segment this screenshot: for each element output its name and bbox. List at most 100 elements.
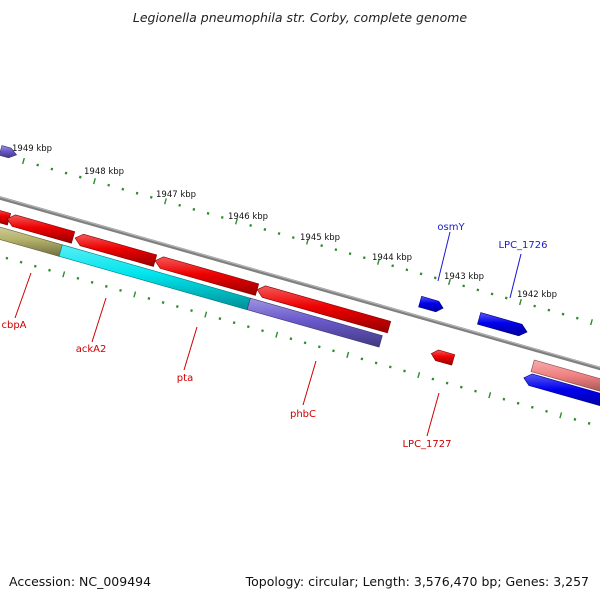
outer-tick [192, 207, 196, 211]
gene-label-g_LPC_1727[interactable]: LPC_1727 [402, 439, 451, 450]
kbp-label: 1945 kbp [300, 233, 340, 243]
kbp-labels: 1949 kbp 1948 kbp 1947 kbp 1946 kbp 1945 kbp… [12, 144, 557, 300]
gene-g_rev_blue[interactable] [523, 373, 600, 409]
inner-tick [346, 351, 350, 358]
gene-g_osmY[interactable] [418, 295, 444, 313]
inner-tick [261, 329, 264, 333]
inner-tick [417, 371, 421, 379]
gene-arrow[interactable] [477, 312, 528, 337]
outer-tick [206, 211, 210, 215]
outer-tick [462, 284, 466, 288]
gene-arrow[interactable] [246, 297, 383, 348]
gene-g_fwd_edge[interactable] [0, 145, 18, 159]
inner-tick [360, 357, 364, 361]
gene-label-g_cbpA[interactable]: cbpA [1, 320, 26, 331]
outer-tick [376, 258, 380, 265]
outer-tick [263, 228, 267, 231]
inner-tick [175, 305, 179, 308]
inner-tick [48, 268, 51, 272]
gene-label-g_osmY[interactable]: osmY [437, 222, 465, 233]
inner-tick [573, 417, 577, 421]
outer-tick [419, 272, 423, 276]
inner-tick [530, 405, 534, 409]
kbp-label: 1949 kbp [12, 144, 52, 154]
outer-tick [405, 268, 409, 272]
kbp-ticks [5, 157, 593, 425]
inner-tick [76, 276, 80, 280]
outer-tick [561, 312, 565, 316]
gene-g_LPC_1727[interactable] [430, 349, 456, 366]
inner-tick [431, 377, 435, 381]
inner-tick [232, 321, 236, 325]
gene-features [0, 145, 600, 409]
inner-tick [104, 284, 108, 288]
outer-tick [518, 298, 522, 306]
kbp-label: 1946 kbp [228, 212, 268, 222]
gene-g_rev_b[interactable] [74, 233, 158, 267]
genome-summary-text: Topology: circular; Length: 3,576,470 bp… [245, 574, 589, 589]
outer-tick [504, 296, 508, 300]
gene-arrow[interactable] [74, 233, 158, 267]
outer-tick [92, 178, 96, 185]
inner-tick [516, 401, 520, 405]
gene-arrow[interactable] [530, 359, 600, 395]
inner-tick [445, 381, 449, 385]
inner-tick [161, 301, 165, 304]
inner-tick [303, 341, 307, 345]
inner-tick [218, 317, 222, 321]
gene-arrow[interactable] [0, 145, 18, 159]
gene-g_phbC[interactable] [246, 297, 383, 348]
gene-arrow[interactable] [418, 295, 444, 313]
gene-label-g_phbC[interactable]: phbC [290, 409, 316, 420]
callout-line-g_LPC_1726 [509, 253, 522, 299]
gene-arrow[interactable] [256, 285, 392, 334]
inner-tick [332, 349, 335, 353]
gene-g_rev_c[interactable] [154, 256, 260, 296]
inner-tick [133, 291, 137, 298]
outer-tick [447, 278, 451, 285]
gene-arrow[interactable] [523, 373, 600, 409]
gene-g_rev_a[interactable] [6, 214, 76, 244]
inner-tick [289, 337, 293, 341]
inner-tick [190, 309, 193, 313]
outer-tick [433, 276, 437, 280]
outer-tick [149, 195, 153, 199]
gene-label-g_ackA2[interactable]: ackA2 [76, 344, 107, 355]
gene-g_rev_edge[interactable] [0, 209, 12, 226]
callout-line-g_pta [183, 326, 198, 371]
gene-arrow[interactable] [6, 214, 76, 244]
outer-tick [291, 236, 295, 240]
gene-arrow[interactable] [430, 349, 456, 366]
outer-tick [249, 224, 253, 227]
callout-line-g_phbC [302, 360, 317, 406]
backbone-highlight [0, 196, 600, 368]
outer-tick [533, 304, 537, 308]
callout-line-g_LPC_1727 [426, 392, 440, 437]
inner-tick [33, 264, 37, 268]
gene-g_pink[interactable] [530, 359, 600, 395]
inner-tick [90, 280, 94, 284]
outer-tick [589, 319, 593, 326]
outer-tick [476, 288, 480, 292]
outer-tick [320, 244, 324, 248]
inner-tick [62, 271, 66, 278]
gene-label-g_pta[interactable]: pta [177, 373, 193, 384]
outer-tick [50, 167, 54, 171]
outer-tick [135, 191, 139, 195]
gene-arrow[interactable] [0, 209, 12, 226]
outer-tick [107, 183, 111, 187]
outer-tick [121, 187, 125, 191]
outer-tick [490, 292, 494, 296]
inner-tick [374, 361, 378, 365]
gene-arrow[interactable] [154, 256, 260, 296]
outer-tick [220, 215, 224, 219]
kbp-label: 1947 kbp [156, 190, 196, 200]
gene-label-g_LPC_1726[interactable]: LPC_1726 [498, 240, 547, 251]
inner-tick [119, 288, 122, 292]
gene-callouts: osmY LPC_1726 cbpA ackA2 phbC LPC_1727 pta [1, 222, 547, 450]
inner-tick [147, 297, 151, 300]
inner-tick [488, 392, 492, 399]
gene-g_rev_d[interactable] [256, 285, 392, 334]
gene-g_LPC_1726[interactable] [477, 312, 528, 337]
